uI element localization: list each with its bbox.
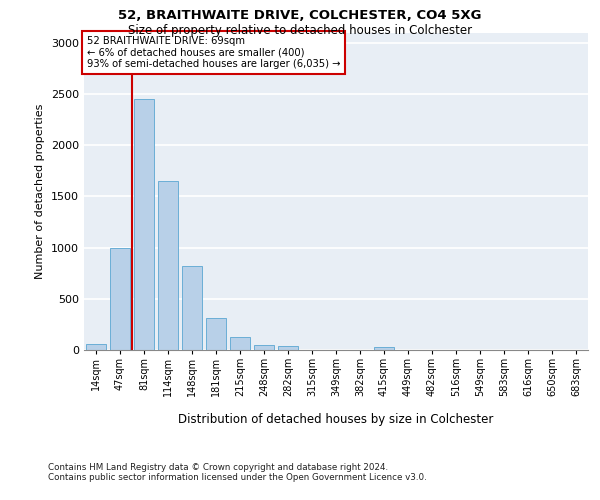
Text: Distribution of detached houses by size in Colchester: Distribution of detached houses by size … xyxy=(178,412,494,426)
Text: 52, BRAITHWAITE DRIVE, COLCHESTER, CO4 5XG: 52, BRAITHWAITE DRIVE, COLCHESTER, CO4 5… xyxy=(118,9,482,22)
Bar xyxy=(182,266,202,350)
Bar xyxy=(206,318,226,350)
Bar xyxy=(110,248,130,350)
Text: Size of property relative to detached houses in Colchester: Size of property relative to detached ho… xyxy=(128,24,472,37)
Bar xyxy=(278,346,298,350)
Bar xyxy=(134,99,154,350)
Text: 52 BRAITHWAITE DRIVE: 69sqm
← 6% of detached houses are smaller (400)
93% of sem: 52 BRAITHWAITE DRIVE: 69sqm ← 6% of deta… xyxy=(86,36,340,69)
Bar xyxy=(374,347,394,350)
Bar xyxy=(158,181,178,350)
Bar xyxy=(230,336,250,350)
Bar xyxy=(254,345,274,350)
Text: Contains HM Land Registry data © Crown copyright and database right 2024.: Contains HM Land Registry data © Crown c… xyxy=(48,462,388,471)
Bar xyxy=(86,344,106,350)
Y-axis label: Number of detached properties: Number of detached properties xyxy=(35,104,46,279)
Text: Contains public sector information licensed under the Open Government Licence v3: Contains public sector information licen… xyxy=(48,472,427,482)
